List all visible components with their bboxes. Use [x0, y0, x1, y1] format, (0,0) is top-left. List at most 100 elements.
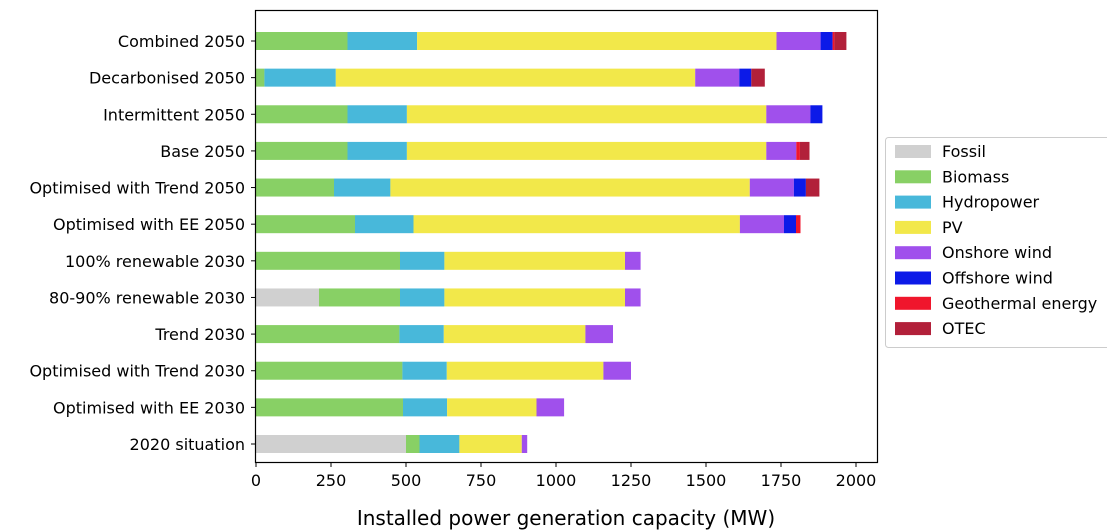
x-tick-label: 500: [391, 471, 422, 490]
legend-label-fossil: Fossil: [942, 142, 986, 161]
bar-optimised-with-ee-2030-hydropower: [403, 398, 448, 417]
bar-optimised-with-trend-2030-biomass: [256, 361, 403, 380]
bar-optimised-with-ee-2030-biomass: [256, 398, 403, 417]
y-tick-label: Trend 2030: [154, 325, 245, 344]
legend-label-geothermal-energy: Geothermal energy: [942, 294, 1097, 313]
y-tick-label: Intermittent 2050: [103, 105, 245, 124]
x-tick-label: 250: [316, 471, 347, 490]
bar-optimised-with-ee-2050-biomass: [256, 215, 355, 234]
bar-intermittent-2050-onshore-wind: [766, 105, 811, 124]
bar-optimised-with-ee-2050-onshore-wind: [739, 215, 784, 234]
x-tick-label: 750: [466, 471, 497, 490]
bar-optimised-with-trend-2050-offshore-wind: [793, 178, 806, 197]
x-tick-label: 1750: [761, 471, 802, 490]
bar-optimised-with-trend-2030-pv: [446, 361, 604, 380]
bar-combined-2050-onshore-wind: [776, 32, 821, 50]
x-axis-title: Installed power generation capacity (MW): [357, 506, 775, 530]
x-axis-ticks: 0 250 500 750 1000 1250 1500 1750 2000: [251, 462, 876, 490]
bar-trend-2030-onshore-wind: [585, 325, 613, 344]
y-tick-label: 100% renewable 2030: [65, 252, 245, 271]
bar-intermittent-2050-hydropower: [347, 105, 407, 124]
bar-decarbonised-2050-onshore-wind: [695, 68, 740, 87]
plot-frame: [254, 9, 879, 464]
bar-combined-2050-pv: [417, 32, 777, 50]
bar-80-90-renewable-2030-fossil: [256, 288, 319, 307]
legend: Fossil Biomass Hydropower PV Onshore wind Off…: [885, 137, 1107, 348]
legend-label-otec: OTEC: [942, 319, 986, 338]
bar-optimised-with-trend-2050-pv: [390, 178, 750, 197]
bar-optimised-with-trend-2050-hydropower: [334, 178, 391, 197]
legend-label-pv: PV: [942, 218, 963, 237]
legend-label-onshore-wind: Onshore wind: [942, 243, 1052, 262]
bar-intermittent-2050-pv: [406, 105, 767, 124]
bar-base-2050-onshore-wind: [766, 141, 797, 160]
bar-100-renewable-2030-biomass: [256, 251, 400, 270]
legend-swatch-hydropower: [895, 195, 931, 209]
bar-decarbonised-2050-biomass: [256, 68, 265, 87]
bar-combined-2050-geothermal-energy: [832, 32, 835, 50]
bar-intermittent-2050-biomass: [256, 105, 348, 124]
legend-swatch-pv: [895, 220, 931, 234]
legend-swatch-offshore-wind: [895, 271, 931, 285]
bar-base-2050-biomass: [256, 141, 348, 160]
bar-trend-2030-biomass: [256, 325, 400, 344]
bar-intermittent-2050-offshore-wind: [810, 105, 823, 124]
y-tick-label: Optimised with EE 2050: [53, 215, 245, 234]
bar-optimised-with-trend-2050-otec: [805, 178, 820, 197]
y-tick-label: Optimised with Trend 2050: [29, 179, 245, 198]
y-tick-label: Base 2050: [160, 142, 245, 161]
bar-base-2050-hydropower: [347, 141, 407, 160]
bar-80-90-renewable-2030-onshore-wind: [625, 288, 641, 307]
bar-base-2050-otec: [799, 141, 810, 160]
bar-2020-situation-fossil: [256, 435, 406, 453]
x-tick-label: 0: [251, 471, 261, 490]
x-tick-label: 1500: [686, 471, 727, 490]
bar-optimised-with-trend-2050-onshore-wind: [749, 178, 794, 197]
bar-combined-2050-hydropower: [347, 32, 418, 50]
bar-decarbonised-2050-otec: [751, 68, 765, 87]
y-tick-label: Optimised with Trend 2030: [29, 362, 245, 381]
bar-80-90-renewable-2030-hydropower: [400, 288, 445, 307]
legend-swatch-fossil: [895, 145, 931, 158]
x-tick-label: 2000: [836, 471, 877, 490]
bar-trend-2030-pv: [443, 325, 586, 344]
y-tick-label: Optimised with EE 2030: [53, 398, 245, 417]
bar-base-2050-pv: [406, 141, 767, 160]
y-tick-label: 2020 situation: [130, 435, 245, 454]
bar-optimised-with-trend-2030-onshore-wind: [603, 361, 631, 380]
bar-100-renewable-2030-onshore-wind: [625, 251, 641, 270]
legend-label-offshore-wind: Offshore wind: [942, 269, 1053, 288]
bar-2020-situation-pv: [459, 435, 522, 453]
bar-optimised-with-trend-2030-hydropower: [402, 361, 447, 380]
bar-optimised-with-ee-2050-pv: [413, 215, 740, 234]
bar-optimised-with-trend-2050-biomass: [256, 178, 334, 197]
bar-optimised-with-ee-2030-onshore-wind: [536, 398, 565, 417]
bar-80-90-renewable-2030-biomass: [319, 288, 400, 307]
bar-optimised-with-ee-2050-offshore-wind: [784, 215, 796, 234]
bar-optimised-with-ee-2030-pv: [447, 398, 537, 417]
legend-label-biomass: Biomass: [942, 167, 1009, 186]
legend-swatch-geothermal-energy: [895, 296, 931, 310]
bar-2020-situation-biomass: [406, 435, 420, 453]
bar-decarbonised-2050-pv: [335, 68, 696, 87]
bar-optimised-with-ee-2050-hydropower: [355, 215, 414, 234]
bar-layer: [256, 32, 847, 453]
x-tick-label: 1250: [611, 471, 652, 490]
bar-combined-2050-biomass: [256, 32, 348, 50]
bar-80-90-renewable-2030-pv: [444, 288, 625, 307]
bar-decarbonised-2050-offshore-wind: [739, 68, 752, 87]
bar-combined-2050-offshore-wind: [820, 32, 833, 50]
bar-base-2050-geothermal-energy: [796, 141, 800, 160]
bar-100-renewable-2030-hydropower: [400, 251, 445, 270]
bar-trend-2030-hydropower: [399, 325, 444, 344]
y-tick-label: Combined 2050: [118, 32, 245, 51]
legend-label-hydropower: Hydropower: [942, 193, 1040, 212]
category-labels: Combined 2050 Decarbonised 2050 Intermitte…: [29, 32, 256, 454]
bar-2020-situation-onshore-wind: [521, 435, 528, 453]
legend-swatch-otec: [895, 322, 931, 336]
x-tick-label: 1000: [536, 471, 577, 490]
legend-frame: [885, 137, 1107, 348]
bar-100-renewable-2030-pv: [444, 251, 625, 270]
bar-combined-2050-otec: [834, 32, 847, 50]
